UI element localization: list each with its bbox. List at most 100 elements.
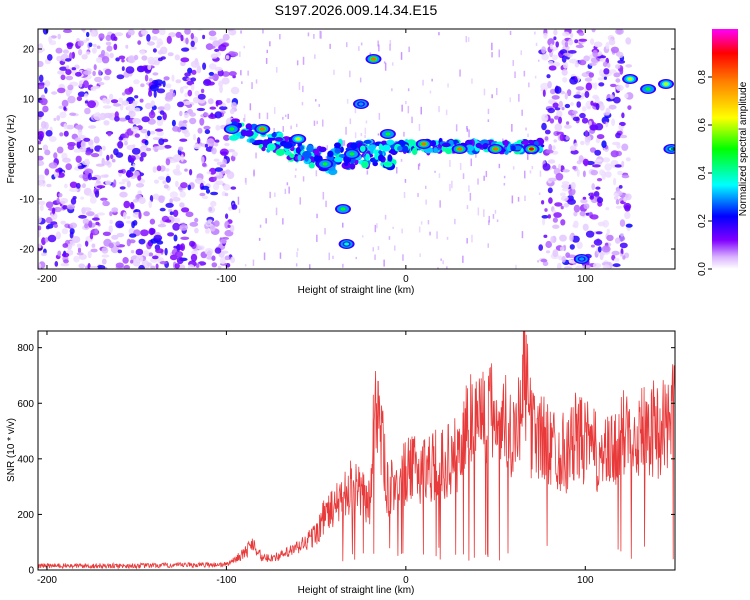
noise-cell	[55, 168, 60, 173]
noise-cell	[599, 103, 605, 111]
noise-cell	[83, 70, 92, 75]
speckle-cell	[288, 186, 290, 194]
noise-cell	[556, 262, 562, 269]
speckle-cell	[258, 237, 261, 241]
speckle-cell	[377, 133, 380, 136]
noise-cell	[109, 211, 113, 217]
speckle-cell	[275, 207, 278, 216]
noise-cell	[140, 129, 148, 134]
speckle-cell	[343, 140, 346, 146]
noise-cell	[579, 211, 586, 217]
noise-cell	[625, 82, 630, 88]
speckle-cell	[431, 78, 433, 82]
noise-cell	[179, 86, 184, 94]
speckle-cell	[462, 255, 464, 263]
noise-cell	[231, 204, 238, 210]
noise-cell	[105, 98, 111, 105]
speckle-cell	[297, 248, 299, 252]
noise-cell	[185, 37, 189, 45]
noise-cell	[187, 184, 192, 191]
noise-cell	[70, 197, 77, 205]
noise-cell	[173, 234, 178, 242]
noise-cell	[138, 211, 142, 220]
noise-cell	[38, 155, 44, 161]
noise-cell	[184, 92, 189, 98]
signal-cell	[372, 161, 379, 167]
speckle-cell	[438, 32, 440, 36]
noise-cell	[42, 105, 49, 113]
noise-cell	[103, 120, 110, 126]
noise-cell	[87, 212, 95, 216]
noise-cell	[219, 256, 226, 265]
noise-cell	[562, 31, 570, 37]
noise-cell	[104, 174, 109, 178]
noise-cell	[199, 117, 205, 126]
noise-cell	[190, 77, 197, 82]
noise-cell	[602, 157, 611, 163]
noise-cell	[162, 80, 166, 88]
noise-cell	[156, 165, 162, 172]
signal-cell	[468, 139, 473, 145]
noise-cell	[165, 92, 174, 100]
speckle-cell	[326, 145, 328, 150]
noise-cell	[156, 115, 162, 121]
noise-cell	[113, 103, 121, 107]
speckle-cell	[539, 170, 542, 177]
noise-cell	[179, 224, 189, 231]
noise-cell	[561, 256, 566, 263]
noise-cell	[172, 222, 180, 231]
signal-cell	[402, 145, 409, 153]
noise-cell	[103, 75, 111, 81]
noise-cell	[589, 214, 599, 220]
speckle-cell	[392, 62, 394, 66]
noise-cell	[627, 105, 632, 110]
noise-cell	[129, 233, 137, 238]
noise-cell	[121, 100, 130, 106]
noise-cell	[102, 105, 112, 109]
noise-cell	[156, 118, 164, 127]
noise-cell	[87, 250, 92, 259]
noise-cell	[584, 130, 589, 138]
noise-cell	[200, 185, 210, 190]
signal-cell	[386, 139, 395, 146]
noise-cell	[541, 113, 549, 122]
noise-cell	[547, 81, 552, 89]
speckle-cell	[417, 164, 420, 170]
noise-cell	[140, 152, 147, 158]
noise-cell	[62, 49, 69, 54]
noise-cell	[220, 239, 227, 244]
noise-cell	[552, 249, 559, 258]
noise-cell	[224, 142, 230, 147]
noise-cell	[132, 118, 142, 125]
speckle-cell	[488, 220, 490, 226]
speckle-cell	[442, 260, 444, 265]
noise-cell	[58, 105, 64, 110]
speckle-cell	[494, 209, 497, 214]
noise-cell	[561, 188, 570, 192]
y-tick-label: 600	[17, 399, 34, 410]
speckle-cell	[512, 60, 514, 66]
noise-cell	[561, 55, 567, 63]
noise-cell	[209, 36, 218, 41]
speckle-cell	[403, 192, 406, 198]
noise-cell	[60, 220, 66, 225]
noise-cell	[606, 62, 611, 68]
speckle-cell	[314, 54, 316, 59]
noise-cell	[164, 168, 170, 172]
noise-cell	[561, 106, 565, 111]
noise-cell	[104, 160, 111, 166]
noise-cell	[88, 42, 93, 48]
colorbar-tick-label: 0.8	[697, 70, 708, 84]
speckle-cell	[342, 222, 344, 228]
noise-cell	[93, 136, 100, 144]
speckle-cell	[401, 104, 403, 112]
speckle-cell	[436, 231, 438, 239]
feature-blob	[421, 142, 427, 146]
noise-cell	[563, 266, 573, 269]
noise-cell	[77, 165, 85, 170]
noise-cell	[561, 183, 570, 189]
noise-cell	[592, 49, 598, 58]
noise-cell	[592, 94, 599, 100]
speckle-cell	[531, 166, 534, 170]
noise-cell	[617, 51, 624, 59]
